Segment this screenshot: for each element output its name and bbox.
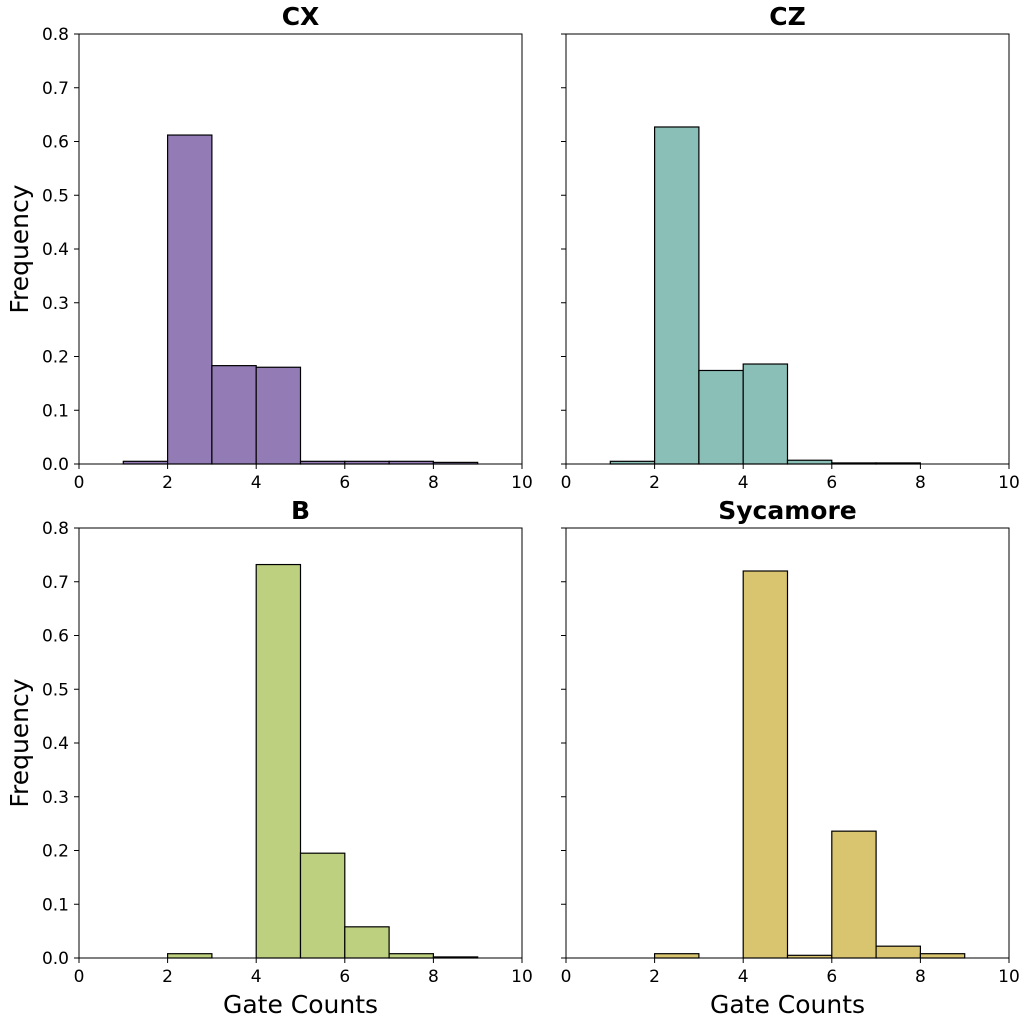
panel-title: B xyxy=(291,496,310,525)
y-tick-label: 0.2 xyxy=(42,348,69,368)
y-tick-label: 0.5 xyxy=(42,680,69,700)
y-tick-label: 0.0 xyxy=(42,455,69,475)
y-tick-label: 0.2 xyxy=(42,842,69,862)
bar xyxy=(653,953,700,959)
x-tick-label: 0 xyxy=(74,967,85,987)
bar xyxy=(344,926,390,959)
bar xyxy=(167,134,213,465)
x-tick-label: 2 xyxy=(649,967,660,987)
x-tick-label: 2 xyxy=(162,967,173,987)
bar xyxy=(388,953,435,959)
y-tick-label: 0.6 xyxy=(42,627,69,647)
x-tick-label: 8 xyxy=(915,967,926,987)
x-axis-label: Gate Counts xyxy=(223,990,378,1019)
bar xyxy=(167,953,213,959)
bar xyxy=(786,459,833,465)
x-axis-label: Gate Counts xyxy=(710,990,865,1019)
y-tick-label: 0.7 xyxy=(42,573,69,593)
panel-title: Sycamore xyxy=(718,496,857,525)
chart-panel-0: 0 2 4 6 8 10 0.0 0.1 0.2 0.3 0.4 0.5 0.6 0.7 0.8 CX Freq… xyxy=(5,2,533,493)
y-tick-label: 0.3 xyxy=(42,294,69,314)
y-tick-label: 0.1 xyxy=(42,895,69,915)
bar xyxy=(255,563,302,959)
panel-title: CX xyxy=(282,2,320,31)
y-tick-label: 0.1 xyxy=(42,401,69,421)
x-tick-label: 4 xyxy=(738,473,749,493)
bar xyxy=(211,365,257,465)
x-tick-label: 2 xyxy=(162,473,173,493)
bar xyxy=(875,945,921,959)
x-tick-label: 10 xyxy=(998,967,1020,987)
bar xyxy=(299,852,346,959)
x-tick-label: 6 xyxy=(339,967,350,987)
x-tick-label: 4 xyxy=(738,967,749,987)
chart-panel-2: 0 2 4 6 8 10 0.0 0.1 0.2 0.3 0.4 0.5 0.6 0.7 0.8 B Gate … xyxy=(5,496,533,1019)
bar xyxy=(255,366,302,465)
y-tick-label: 0.7 xyxy=(42,79,69,99)
x-tick-label: 0 xyxy=(561,473,572,493)
y-axis-label: Frequency xyxy=(5,678,34,807)
x-tick-label: 6 xyxy=(826,967,837,987)
y-tick-label: 0.3 xyxy=(42,788,69,808)
x-tick-label: 10 xyxy=(998,473,1020,493)
bar xyxy=(653,126,700,465)
x-tick-label: 10 xyxy=(511,473,533,493)
y-tick-label: 0.4 xyxy=(42,240,69,260)
bar xyxy=(742,570,789,959)
x-tick-label: 0 xyxy=(561,967,572,987)
y-axis-label: Frequency xyxy=(5,184,34,313)
panel-title: CZ xyxy=(769,2,805,31)
x-tick-label: 6 xyxy=(339,473,350,493)
x-tick-label: 0 xyxy=(74,473,85,493)
bar xyxy=(742,363,789,465)
y-tick-label: 0.5 xyxy=(42,186,69,206)
x-tick-label: 8 xyxy=(428,473,439,493)
y-tick-label: 0.0 xyxy=(42,949,69,969)
x-tick-label: 10 xyxy=(511,967,533,987)
bar xyxy=(698,369,744,465)
y-tick-label: 0.6 xyxy=(42,133,69,153)
chart-panel-3: 0 2 4 6 8 10 Sycamore Gate Counts xyxy=(561,496,1020,1019)
x-tick-label: 8 xyxy=(915,473,926,493)
y-tick-label: 0.4 xyxy=(42,734,69,754)
x-tick-label: 4 xyxy=(251,967,262,987)
y-tick-label: 0.8 xyxy=(42,25,69,45)
x-tick-label: 2 xyxy=(649,473,660,493)
x-tick-label: 6 xyxy=(826,473,837,493)
bar xyxy=(831,830,877,959)
bar xyxy=(919,953,966,959)
chart-panel-1: 0 2 4 6 8 10 CZ xyxy=(561,2,1020,493)
x-tick-label: 8 xyxy=(428,967,439,987)
y-tick-label: 0.8 xyxy=(42,519,69,539)
x-tick-label: 4 xyxy=(251,473,262,493)
